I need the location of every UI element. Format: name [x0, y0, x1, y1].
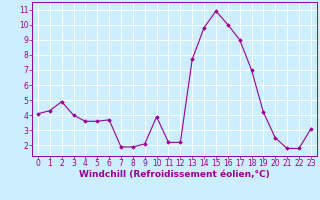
X-axis label: Windchill (Refroidissement éolien,°C): Windchill (Refroidissement éolien,°C): [79, 170, 270, 179]
